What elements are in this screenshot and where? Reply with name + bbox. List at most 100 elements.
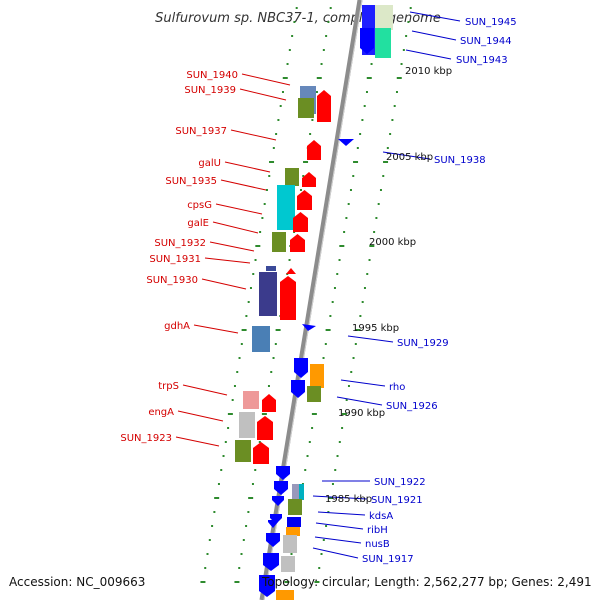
cog-block[interactable] (283, 535, 297, 553)
label-callout-line (405, 49, 452, 60)
cog-block[interactable] (375, 5, 393, 30)
label-callouts (175, 11, 461, 559)
cog-block[interactable] (272, 232, 286, 252)
forward-strand-gene-arrow[interactable] (274, 481, 288, 495)
forward-strand-gene-arrow[interactable] (276, 466, 290, 480)
label-callout-line (175, 436, 220, 447)
label-callout-line (212, 221, 259, 234)
forward-strand-gene-arrow[interactable] (272, 496, 284, 506)
cog-block[interactable] (299, 484, 304, 500)
cog-block[interactable] (259, 272, 277, 316)
reverse-strand-gene-arrow[interactable] (280, 276, 296, 320)
gene-label-sun-1931[interactable]: SUN_1931 (149, 254, 201, 265)
gene-label-sun-1917[interactable]: SUN_1917 (362, 554, 414, 565)
reverse-strand-gene-arrow[interactable] (257, 416, 273, 440)
forward-strand-gene-arrow[interactable] (291, 380, 305, 398)
forward-strand-gene-arrow[interactable] (259, 575, 275, 597)
cog-block[interactable] (288, 499, 302, 515)
reverse-strand-gene-arrow[interactable] (290, 234, 305, 252)
reverse-strand-gene-arrow[interactable] (307, 140, 321, 160)
gene-label-rho[interactable]: rho (389, 382, 405, 393)
scale-label-1990: 1990 kbp (338, 408, 385, 419)
scale-label-1985: 1985 kbp (325, 494, 372, 505)
cog-block[interactable] (286, 527, 300, 536)
cog-block[interactable] (287, 517, 301, 527)
reverse-strand-gene-arrow[interactable] (317, 90, 331, 122)
gene-label-sun-1937[interactable]: SUN_1937 (175, 126, 227, 137)
label-callout-line (340, 379, 386, 387)
gene-label-sun-1935[interactable]: SUN_1935 (165, 176, 217, 187)
gene-label-sun-1938[interactable]: SUN_1938 (434, 155, 486, 166)
forward-strand-gene-arrow[interactable] (263, 553, 279, 571)
cog-block[interactable] (310, 364, 324, 388)
gene-label-sun-1945[interactable]: SUN_1945 (465, 17, 517, 28)
scale-label-1995: 1995 kbp (352, 323, 399, 334)
small-gene-arrow[interactable] (302, 324, 316, 331)
label-callout-line (230, 129, 277, 141)
gene-label-nusb[interactable]: nusB (365, 539, 390, 550)
scale-label-2005: 2005 kbp (386, 152, 433, 163)
gene-label-sun-1939[interactable]: SUN_1939 (184, 85, 236, 96)
gene-label-sun-1944[interactable]: SUN_1944 (460, 36, 512, 47)
scale-label-2010: 2010 kbp (405, 66, 452, 77)
gene-label-ribh[interactable]: ribH (367, 525, 388, 536)
reverse-strand-gene-arrow[interactable] (262, 394, 276, 412)
label-callout-line (315, 522, 364, 530)
gene-label-sun-1943[interactable]: SUN_1943 (456, 55, 508, 66)
reverse-strand-gene-arrow[interactable] (297, 190, 312, 210)
label-callout-line (201, 278, 247, 290)
cog-block[interactable] (307, 386, 321, 402)
gene-label-sun-1926[interactable]: SUN_1926 (386, 401, 438, 412)
gene-label-gdha[interactable]: gdhA (164, 321, 190, 332)
label-callout-line (239, 88, 287, 101)
label-callout-line (312, 495, 368, 500)
reverse-strand-gene-arrow[interactable] (293, 212, 308, 232)
gene-label-sun-1932[interactable]: SUN_1932 (154, 238, 206, 249)
cog-block[interactable] (298, 98, 314, 118)
gene-label-galu[interactable]: galU (198, 158, 221, 169)
label-callout-line (411, 30, 457, 41)
topology-text: Topology: circular; Length: 2,562,277 bp… (262, 575, 592, 589)
label-callout-line (204, 257, 251, 264)
label-callout-line (193, 324, 239, 334)
gene-label-sun-1930[interactable]: SUN_1930 (146, 275, 198, 286)
gene-label-cpsg[interactable]: cpsG (187, 200, 212, 211)
gene-label-sun-1929[interactable]: SUN_1929 (397, 338, 449, 349)
forward-strand-gene-arrow[interactable] (360, 28, 374, 54)
label-callout-line (409, 11, 461, 22)
gene-label-sun-1922[interactable]: SUN_1922 (374, 477, 426, 488)
forward-strand-gene-arrow[interactable] (270, 514, 282, 524)
cog-block[interactable] (266, 266, 276, 271)
cog-block[interactable] (281, 556, 295, 572)
label-callout-line (177, 410, 224, 422)
label-callout-line (224, 161, 271, 173)
forward-strand-gene-arrow[interactable] (268, 520, 278, 528)
small-gene-arrow[interactable] (338, 139, 354, 146)
accession-text: Accession: NC_009663 (9, 575, 146, 589)
cog-block[interactable] (243, 391, 259, 409)
cog-block[interactable] (285, 168, 299, 186)
cog-block[interactable] (277, 185, 295, 230)
forward-strand-gene-arrow[interactable] (294, 358, 308, 378)
cog-block[interactable] (239, 412, 255, 438)
scale-label-2000: 2000 kbp (369, 237, 416, 248)
reverse-strand-gene-arrow[interactable] (253, 442, 269, 464)
gene-label-gale[interactable]: galE (187, 218, 209, 229)
label-callout-line (215, 203, 263, 215)
label-callout-line (182, 384, 228, 396)
gene-label-sun-1923[interactable]: SUN_1923 (120, 433, 172, 444)
cog-block[interactable] (235, 440, 251, 462)
forward-strand-gene-arrow[interactable] (266, 533, 280, 547)
label-callout-line (347, 335, 394, 343)
reverse-strand-gene-arrow[interactable] (302, 172, 316, 187)
cog-block[interactable] (276, 590, 294, 600)
cog-block[interactable] (375, 28, 391, 58)
gene-label-sun-1921[interactable]: SUN_1921 (371, 495, 423, 506)
gene-label-trps[interactable]: trpS (158, 381, 179, 392)
gene-label-sun-1940[interactable]: SUN_1940 (186, 70, 238, 81)
gene-label-kdsa[interactable]: kdsA (369, 511, 393, 522)
gene-label-enga[interactable]: engA (148, 407, 174, 418)
cog-block[interactable] (252, 326, 270, 352)
reverse-strand-gene-arrow[interactable] (286, 268, 296, 274)
